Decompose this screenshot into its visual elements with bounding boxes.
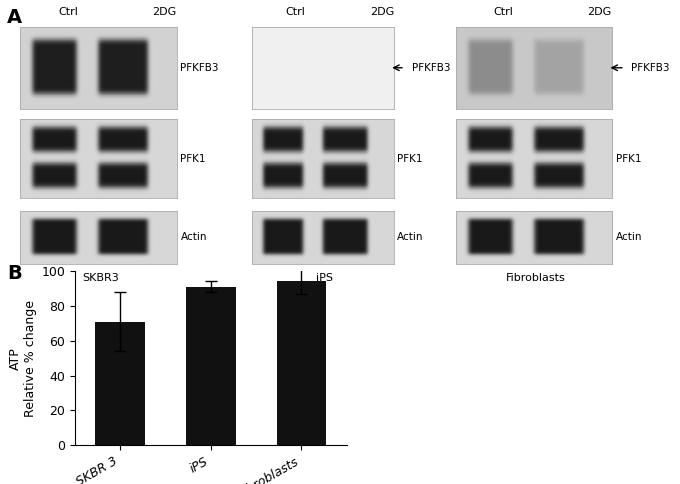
Bar xyxy=(186,287,236,445)
Text: Ctrl: Ctrl xyxy=(494,7,513,17)
Text: Fibroblasts: Fibroblasts xyxy=(506,273,566,284)
Text: Actin: Actin xyxy=(615,232,642,242)
Text: PFK1: PFK1 xyxy=(615,153,641,164)
Text: Ctrl: Ctrl xyxy=(58,7,78,17)
Text: Actin: Actin xyxy=(180,232,207,242)
Text: Ctrl: Ctrl xyxy=(285,7,305,17)
Text: 2DG: 2DG xyxy=(587,7,611,17)
Bar xyxy=(95,321,145,445)
Text: Actin: Actin xyxy=(397,232,424,242)
Text: 2DG: 2DG xyxy=(152,7,176,17)
Text: 2DG: 2DG xyxy=(370,7,394,17)
Text: PFKFB3: PFKFB3 xyxy=(180,63,219,73)
Text: A: A xyxy=(7,8,22,27)
Y-axis label: ATP
Relative % change: ATP Relative % change xyxy=(9,300,37,417)
Text: PFK1: PFK1 xyxy=(180,153,206,164)
Text: SKBR3: SKBR3 xyxy=(82,273,119,284)
Text: PFKFB3: PFKFB3 xyxy=(630,63,669,73)
Bar xyxy=(277,282,326,445)
Text: B: B xyxy=(7,264,22,283)
Text: iPS: iPS xyxy=(316,273,333,284)
Text: PFKFB3: PFKFB3 xyxy=(412,63,450,73)
Text: PFK1: PFK1 xyxy=(397,153,422,164)
